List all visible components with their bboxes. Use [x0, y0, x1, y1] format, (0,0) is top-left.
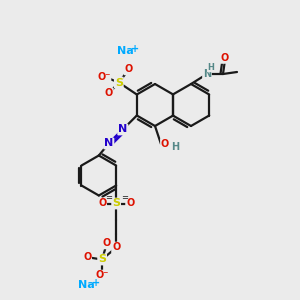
Text: O: O	[125, 64, 133, 74]
Text: =: =	[105, 193, 112, 202]
Text: +: +	[131, 44, 139, 55]
Text: H: H	[171, 142, 179, 152]
Text: O: O	[83, 253, 91, 262]
Text: O⁻: O⁻	[95, 271, 109, 281]
Text: Na: Na	[78, 280, 95, 290]
Text: O: O	[112, 242, 120, 253]
Text: O: O	[221, 53, 229, 63]
Text: O: O	[98, 199, 106, 208]
Text: O: O	[102, 238, 110, 248]
Text: O: O	[105, 88, 113, 98]
Text: +: +	[92, 278, 100, 287]
Text: O: O	[126, 199, 134, 208]
Text: Na: Na	[117, 46, 134, 56]
Text: O⁻: O⁻	[97, 71, 110, 82]
Text: H: H	[208, 62, 214, 71]
Text: S: S	[98, 254, 106, 265]
Text: N: N	[104, 139, 113, 148]
Text: N: N	[203, 69, 211, 79]
Text: N: N	[118, 124, 128, 134]
Text: S: S	[115, 77, 123, 88]
Text: S: S	[112, 199, 120, 208]
Text: O: O	[161, 139, 169, 149]
Text: =: =	[121, 193, 128, 202]
